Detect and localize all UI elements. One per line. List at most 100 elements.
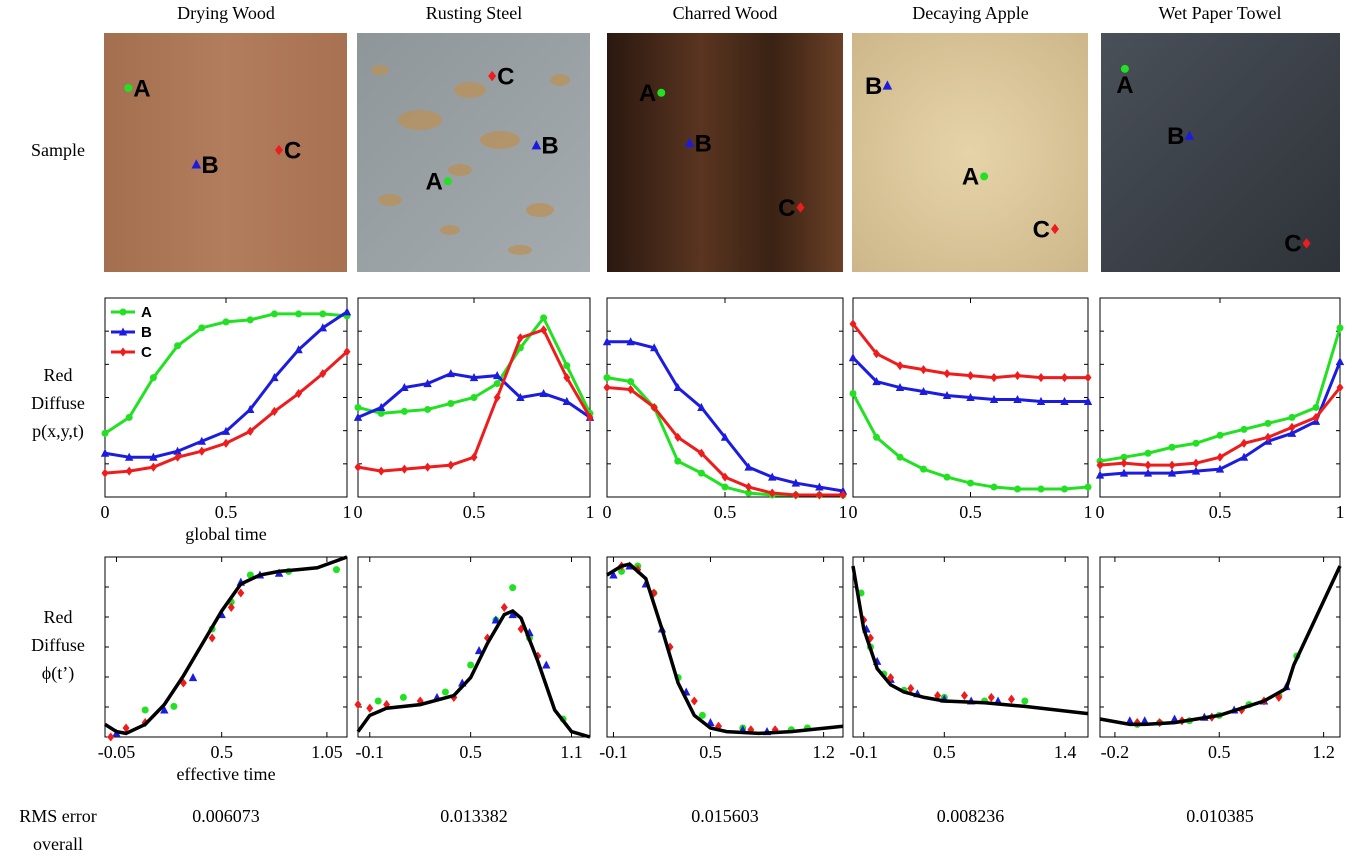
- marker: [1336, 324, 1344, 332]
- marker: [1239, 452, 1249, 461]
- marker: [377, 466, 385, 476]
- legend-marker: [119, 347, 127, 357]
- marker: [848, 353, 858, 362]
- sample-label: B: [865, 73, 882, 100]
- marker: [792, 490, 800, 500]
- marker: [1192, 439, 1200, 447]
- marker: [447, 399, 455, 407]
- marker: [122, 723, 130, 733]
- sample-label: A: [639, 80, 656, 107]
- sample-label: C: [284, 137, 301, 164]
- marker: [745, 482, 753, 492]
- x-tick-label: 1: [1084, 502, 1093, 522]
- marker: [1014, 485, 1021, 493]
- marker: [966, 392, 975, 401]
- fit-curve: [104, 555, 348, 736]
- rust-spots: [371, 65, 570, 255]
- marker: [470, 394, 478, 401]
- plot-frame: [1099, 556, 1341, 738]
- x-tick-label: 0: [354, 502, 363, 522]
- marker: [1036, 396, 1046, 405]
- marker: [222, 318, 230, 326]
- marker: [493, 371, 502, 380]
- marker: [815, 482, 824, 491]
- marker: [609, 570, 618, 579]
- marker: [416, 696, 424, 706]
- marker: [469, 373, 479, 382]
- marker: [721, 483, 729, 491]
- marker: [1084, 373, 1092, 383]
- x-tick-label: 0.5: [459, 742, 482, 762]
- marker: [1037, 485, 1045, 493]
- marker: [1335, 357, 1345, 366]
- marker: [627, 384, 635, 395]
- marker: [354, 403, 362, 411]
- x-tick-label: -0.1: [849, 742, 878, 762]
- marker: [745, 489, 753, 497]
- marker: [563, 373, 571, 383]
- marker: [270, 406, 278, 416]
- marker: [943, 473, 951, 481]
- marker: [942, 390, 952, 400]
- row-label: Red: [44, 607, 73, 627]
- x-tick-label: 0.5: [210, 742, 233, 762]
- fit-curve: [356, 608, 591, 739]
- x-tick-label: 0.5: [714, 502, 737, 522]
- marker: [650, 588, 658, 598]
- sample-point: [488, 70, 497, 82]
- x-tick-label: 0: [1096, 502, 1105, 522]
- legend-label: C: [141, 344, 152, 361]
- marker: [447, 460, 455, 470]
- rms-value: 0.015603: [691, 806, 759, 826]
- marker: [943, 369, 951, 379]
- marker: [1170, 714, 1179, 723]
- marker: [125, 452, 134, 461]
- sample-point: [443, 177, 452, 186]
- marker: [1119, 468, 1129, 477]
- x-tick-label: -0.1: [599, 742, 628, 762]
- marker: [602, 337, 612, 346]
- x-tick-label: 0: [101, 502, 110, 522]
- sample-label: B: [541, 133, 558, 160]
- x-tick-label: 0.5: [1208, 742, 1231, 762]
- marker: [400, 464, 408, 474]
- marker: [1120, 458, 1128, 468]
- column-title: Rusting Steel: [426, 3, 523, 23]
- marker: [618, 567, 626, 575]
- sample-label: C: [778, 195, 795, 222]
- marker: [354, 462, 362, 472]
- marker: [690, 696, 698, 706]
- marker: [400, 407, 408, 415]
- marker: [1312, 412, 1320, 422]
- marker: [849, 319, 857, 329]
- legend-marker: [118, 327, 128, 336]
- marker: [399, 693, 407, 701]
- marker: [125, 466, 133, 476]
- marker: [483, 633, 491, 643]
- marker: [318, 323, 327, 332]
- sample-point: [274, 144, 283, 156]
- row-label: Diffuse: [31, 635, 85, 655]
- marker: [1007, 694, 1015, 704]
- marker: [872, 377, 881, 386]
- sample-point: [882, 80, 893, 90]
- marker: [107, 732, 115, 742]
- marker: [866, 633, 874, 643]
- marker: [586, 412, 594, 422]
- x-axis-label: global time: [185, 524, 266, 544]
- marker: [990, 373, 998, 383]
- marker: [849, 390, 857, 398]
- marker: [698, 711, 706, 719]
- sample-image: [357, 33, 590, 272]
- marker: [509, 584, 517, 592]
- fit-curve: [851, 565, 1089, 716]
- marker: [500, 602, 508, 612]
- sample-label: C: [1033, 216, 1050, 243]
- marker: [895, 383, 905, 392]
- marker: [342, 307, 352, 316]
- marker: [534, 651, 542, 661]
- row-label: Red: [44, 365, 73, 385]
- row-label: RMS error: [19, 806, 97, 826]
